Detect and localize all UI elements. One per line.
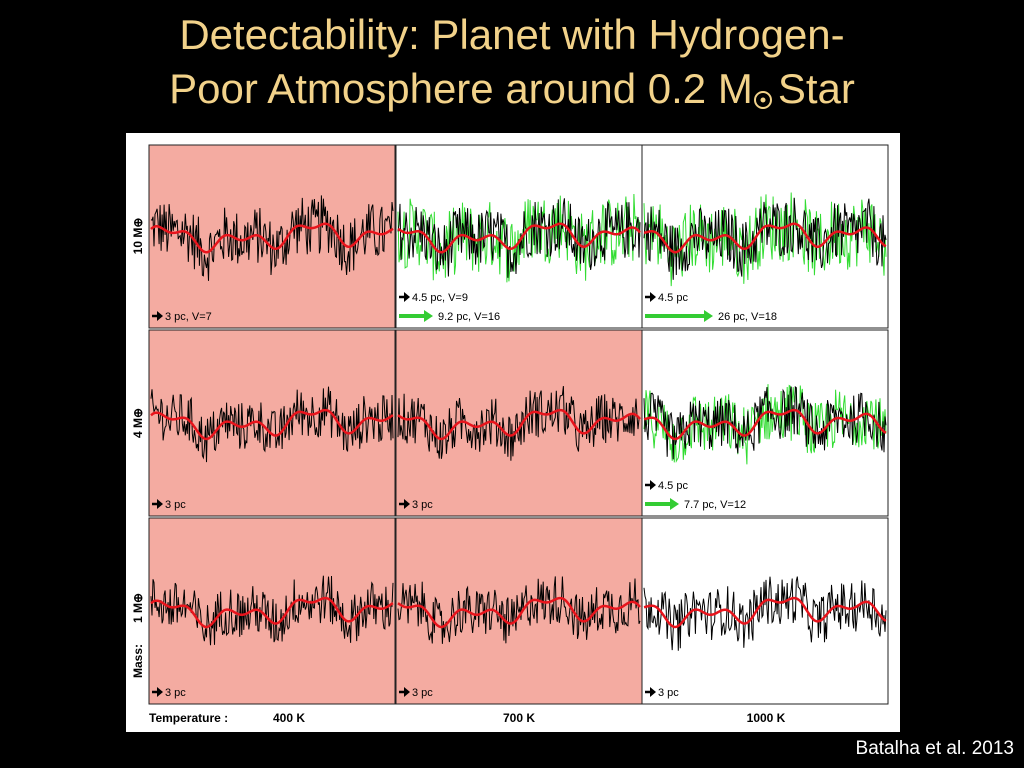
citation-credit: Batalha et al. 2013 xyxy=(855,738,1014,759)
panel-frame xyxy=(395,144,643,329)
distance-arrow-head-icon xyxy=(157,499,163,509)
model-spectrum-line xyxy=(150,408,394,441)
distance-label: 4.5 pc xyxy=(658,480,688,492)
slide-title: Detectability: Planet with Hydrogen- Poo… xyxy=(0,8,1024,116)
spectrum-panel: 3 pc xyxy=(148,517,396,705)
row-mass-label: 4 M⊕ xyxy=(131,408,145,438)
column-temperature-label: 1000 K xyxy=(747,711,786,725)
spectrum-panel: 4.5 pc 26 pc, V=18 xyxy=(641,144,889,329)
observed-spectrum-line xyxy=(397,386,641,461)
title-line-2-text: Poor Atmosphere around 0.2 M xyxy=(169,65,753,112)
spectrum-panel: 4.5 pc, V=9 9.2 pc, V=16 xyxy=(395,144,643,329)
observed-spectrum-line xyxy=(643,576,887,651)
row-mass-label: 10 M⊕ xyxy=(131,218,145,255)
model-spectrum-line xyxy=(397,596,641,629)
title-line-1: Detectability: Planet with Hydrogen- xyxy=(179,11,845,58)
spectra-grid-chart: 3 pc, V=7 4.5 pc, V=9 9.2 pc, V=16 4.5 pc 26… xyxy=(131,144,889,725)
distance-arrow-head-icon xyxy=(650,687,656,697)
distance-label: 3 pc xyxy=(658,687,679,699)
model-spectrum-line xyxy=(150,222,394,254)
distance-label: 3 pc xyxy=(412,687,433,699)
distance-arrow-green-head-icon xyxy=(704,310,713,322)
distance-arrow-head-icon xyxy=(404,499,410,509)
distance-label: 7.7 pc, V=12 xyxy=(684,499,746,511)
spectrum-panel: 3 pc xyxy=(148,329,396,517)
distance-label: 4.5 pc, V=9 xyxy=(412,292,468,304)
distance-label: 3 pc xyxy=(165,687,186,699)
observed-spectrum-line xyxy=(643,386,887,460)
model-spectrum-line xyxy=(397,408,641,441)
model-spectrum-line xyxy=(643,222,887,254)
spectrum-panel: 3 pc xyxy=(641,517,889,705)
distance-label: 3 pc xyxy=(412,499,433,511)
distance-arrow-green-head-icon xyxy=(424,310,433,322)
distance-arrow-head-icon xyxy=(650,292,656,302)
observed-spectrum-line xyxy=(397,198,641,278)
column-temperature-label: 700 K xyxy=(503,711,535,725)
sun-symbol-icon xyxy=(753,91,772,109)
distance-arrow-head-icon xyxy=(404,687,410,697)
distance-arrow-green-head-icon xyxy=(670,498,679,510)
distance-label: 9.2 pc, V=16 xyxy=(438,311,500,323)
distance-arrow-head-icon xyxy=(157,687,163,697)
spectrum-panel: 3 pc xyxy=(395,329,643,517)
distance-arrow-head-icon xyxy=(157,311,163,321)
model-spectrum-line xyxy=(643,408,887,441)
panel-frame xyxy=(395,329,643,517)
temperature-axis-label: Temperature : xyxy=(149,711,228,725)
model-spectrum-line xyxy=(150,596,394,629)
title-line-2: Poor Atmosphere around 0.2 M Star xyxy=(0,62,1024,116)
observed-spectrum-line xyxy=(397,576,641,644)
model-spectrum-line xyxy=(643,596,887,629)
observed-spectrum-line xyxy=(643,197,887,280)
secondary-spectrum-line xyxy=(643,192,887,287)
distance-arrow-head-icon xyxy=(404,292,410,302)
distance-label: 3 pc xyxy=(165,499,186,511)
title-line-2-star: Star xyxy=(777,65,855,112)
spectrum-panel: 3 pc xyxy=(395,517,643,705)
column-temperature-label: 400 K xyxy=(273,711,305,725)
model-spectrum-line xyxy=(397,222,641,254)
panel-frame xyxy=(148,144,396,329)
observed-spectrum-line xyxy=(150,386,394,463)
panel-frame xyxy=(641,517,889,705)
spectra-figure: 3 pc, V=7 4.5 pc, V=9 9.2 pc, V=16 4.5 pc 26… xyxy=(126,133,900,732)
distance-label: 3 pc, V=7 xyxy=(165,311,212,323)
distance-arrow-head-icon xyxy=(650,480,656,490)
distance-label: 4.5 pc xyxy=(658,292,688,304)
spectrum-panel: 4.5 pc 7.7 pc, V=12 xyxy=(641,329,889,517)
row-mass-label: 1 M⊕ xyxy=(131,593,145,623)
mass-axis-label: Mass: xyxy=(131,644,145,678)
spectrum-panel: 3 pc, V=7 xyxy=(148,144,396,329)
distance-label: 26 pc, V=18 xyxy=(718,311,777,323)
